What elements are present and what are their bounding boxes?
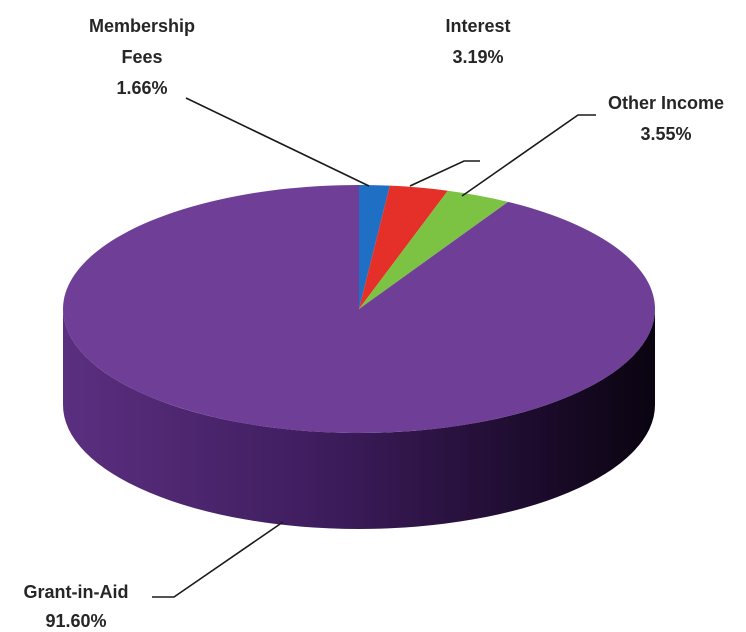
- label-membership-fees-line-1: Membership: [89, 16, 195, 36]
- leader-line-interest: [409, 160, 480, 187]
- pie-side-wall: [63, 309, 655, 529]
- label-grant-in-aid: Grant-in-Aid 91.60%: [24, 582, 129, 631]
- pie-slice-membership-fees: [359, 185, 390, 309]
- label-membership-fees: Membership Fees 1.66%: [89, 16, 195, 98]
- label-grant-in-aid-value: 91.60%: [45, 611, 106, 631]
- label-other-income: Other Income 3.55%: [608, 93, 724, 144]
- pie-slice-other-income: [359, 190, 509, 309]
- pie-slices: [63, 185, 656, 433]
- label-grant-in-aid-name: Grant-in-Aid: [24, 582, 129, 602]
- leader-line-other-income: [461, 114, 596, 197]
- pie-slice-grant-in-aid: [63, 185, 656, 433]
- label-interest-name: Interest: [445, 16, 510, 36]
- label-interest: Interest 3.19%: [445, 16, 510, 67]
- leader-line-grant-in-aid: [152, 521, 284, 598]
- label-interest-value: 3.19%: [452, 47, 503, 67]
- label-membership-fees-line-2: Fees: [121, 47, 162, 67]
- label-membership-fees-value: 1.66%: [116, 78, 167, 98]
- label-other-income-value: 3.55%: [640, 124, 691, 144]
- leader-line-membership-fees: [185, 97, 370, 187]
- label-other-income-name: Other Income: [608, 93, 724, 113]
- pie-side: [63, 309, 655, 529]
- pie-slice-interest: [359, 185, 448, 309]
- leader-lines: [152, 97, 596, 598]
